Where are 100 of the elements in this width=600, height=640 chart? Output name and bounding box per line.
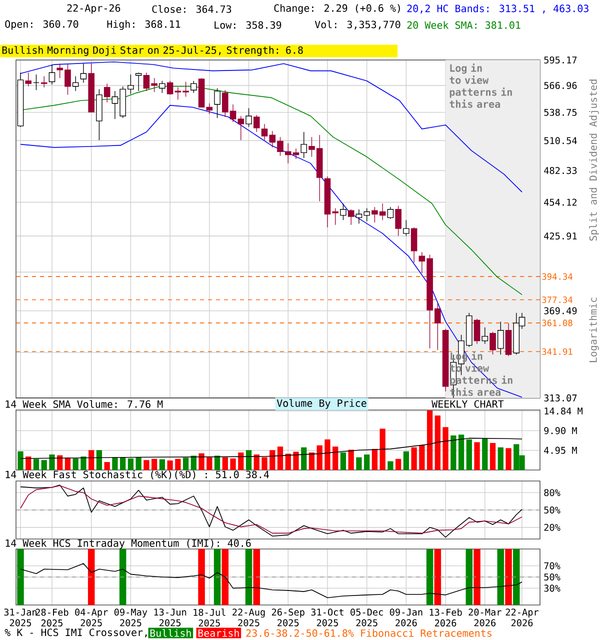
bar (411, 447, 417, 470)
text: Bullish (150, 629, 191, 637)
bar (80, 456, 86, 470)
bar (88, 450, 94, 470)
candlestick (497, 321, 504, 355)
x-tick-label: 13-Jun 2025 (154, 608, 186, 626)
candlestick (490, 332, 496, 355)
bar (388, 461, 394, 470)
bar (151, 458, 158, 470)
bar (498, 447, 504, 470)
bar (104, 462, 110, 470)
candlestick (206, 103, 213, 114)
candlestick (348, 209, 354, 226)
x-tick-label: 09-Jan 2026 (390, 608, 422, 626)
chart-title: 14 Week Fast Stochastic (%K)(%D) : 51.0 38.4 (6, 470, 269, 480)
line-series (20, 438, 522, 459)
y-tick-label: 454.12 (544, 198, 577, 206)
bar (348, 450, 354, 470)
y-tick-label: 313.07 (544, 394, 577, 402)
bar (356, 457, 362, 470)
text: 20,2 HC Bands: 313.51 , 463.03 (407, 4, 588, 14)
candlestick (104, 83, 110, 103)
text: High: 368.11 (107, 20, 180, 30)
bar (372, 448, 378, 470)
bar (64, 458, 71, 470)
candlestick (25, 72, 32, 87)
chart-title: Bullish Morning Doji Star on 25-Jul-25, Strength: 6.8 (2, 46, 303, 56)
text: Close: 364.73 (152, 5, 232, 13)
candlestick (159, 80, 166, 94)
bar (419, 445, 425, 470)
y-tick-label: 70% (544, 562, 560, 570)
y-tick-label: 9.90 M (544, 427, 577, 434)
text: Open: 360.70 (5, 20, 78, 30)
text: % K - HCS IMI Crossover, (4, 628, 147, 638)
bar (270, 450, 276, 470)
text: WEEKLY CHART (432, 400, 504, 408)
bar (490, 442, 496, 470)
bar (57, 455, 63, 470)
y-tick-label: 14.84 M (544, 408, 583, 415)
bar (324, 439, 330, 470)
bar (230, 458, 236, 470)
bar (466, 439, 472, 470)
y-tick-label: 566.96 (544, 82, 577, 90)
bar (136, 457, 142, 470)
candlestick (482, 327, 488, 344)
bar (175, 458, 181, 470)
bar (198, 453, 204, 470)
candlestick (340, 203, 346, 220)
bar (458, 434, 464, 470)
bar (96, 450, 102, 470)
bar (442, 427, 448, 470)
bar (112, 457, 118, 470)
bar (403, 451, 409, 470)
text: Low: 358.39 (214, 21, 282, 29)
y-tick-label: 595.17 (544, 56, 577, 64)
x-tick-label: 28-Feb 2025 (36, 608, 68, 626)
bar (380, 428, 386, 470)
candlestick (214, 88, 220, 118)
x-tick-label: 31-Jan 2025 (4, 608, 37, 626)
y-tick-label: 50% (544, 506, 560, 514)
bar (364, 454, 370, 470)
bar (308, 452, 315, 470)
chart-title: 14 Week HCS Intraday Momentum (IMI): 40.6 (6, 539, 251, 549)
y-tick-label: 425.91 (544, 232, 577, 240)
y-tick-label: 30% (544, 584, 560, 592)
bar (222, 457, 228, 470)
ref-line-label: 341.91 (542, 348, 572, 355)
line-series (20, 61, 522, 192)
x-tick-label: 05-Dec 2025 (350, 608, 383, 626)
ref-line-label: 394.34 (542, 273, 572, 280)
bar (182, 458, 189, 470)
bar (482, 438, 488, 470)
y-tick-label: 510.54 (544, 137, 577, 144)
bar (18, 451, 24, 470)
x-tick-label: 22-Aug 2025 (232, 608, 265, 626)
bar (144, 460, 150, 470)
bar (506, 448, 512, 470)
candlestick (135, 72, 142, 92)
text: Vol: 3,353,770 (314, 20, 400, 30)
candlestick (395, 206, 402, 236)
bar (120, 457, 126, 470)
bar (49, 454, 55, 470)
y-tick-label: 482.33 (544, 167, 577, 174)
ref-line-label: 377.34 (542, 296, 572, 304)
text: 22-Apr-26 (67, 4, 120, 14)
bar (293, 452, 299, 470)
bar (450, 435, 456, 470)
line-series (20, 563, 522, 598)
bar (301, 447, 307, 470)
x-tick-label: 09-May 2025 (114, 608, 148, 626)
bar (159, 459, 165, 470)
bar (72, 458, 78, 470)
candlestick (33, 74, 40, 90)
bar (426, 410, 433, 470)
candlestick (166, 80, 174, 96)
candlestick (40, 76, 48, 88)
x-tick-label: 31-Oct 2025 (311, 608, 344, 626)
x-tick-label: 04-Apr 2025 (75, 608, 108, 626)
y-tick-label: 80% (544, 489, 560, 496)
bar (340, 452, 346, 470)
